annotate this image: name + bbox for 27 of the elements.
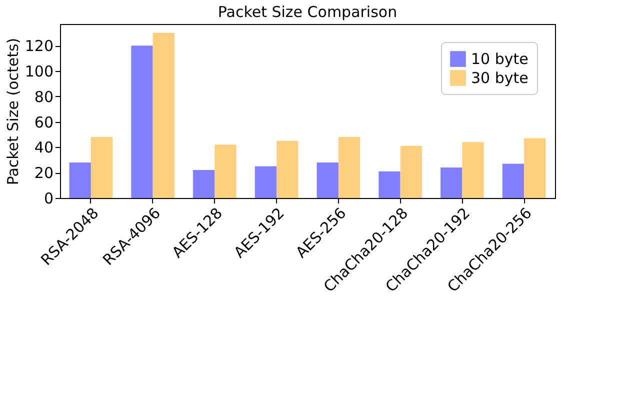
bar [193, 170, 215, 198]
bar [214, 144, 236, 198]
bar [316, 162, 338, 198]
bar [90, 137, 113, 198]
legend-label: 30 byte [471, 69, 528, 87]
bar [400, 146, 422, 198]
bar [378, 171, 400, 198]
legend-label: 10 byte [471, 50, 528, 68]
y-tick-label: 40 [34, 138, 54, 157]
bar [502, 164, 524, 198]
bar [152, 32, 174, 198]
y-tick-label: 120 [24, 37, 54, 56]
y-tick-label: 20 [34, 164, 54, 182]
bar [338, 137, 360, 198]
bar [254, 166, 277, 198]
y-tick-label: 60 [34, 113, 54, 132]
y-tick-label: 80 [34, 88, 54, 106]
bar [131, 46, 153, 198]
bar [276, 140, 298, 198]
bar [69, 162, 91, 198]
chart-title: Packet Size Comparison [218, 3, 398, 21]
y-axis-title: Packet Size (octets) [4, 38, 22, 186]
bar [440, 168, 462, 198]
y-tick-label: 100 [24, 62, 54, 80]
bar [524, 138, 546, 198]
y-tick-label: 0 [44, 190, 54, 208]
bar [462, 142, 484, 198]
